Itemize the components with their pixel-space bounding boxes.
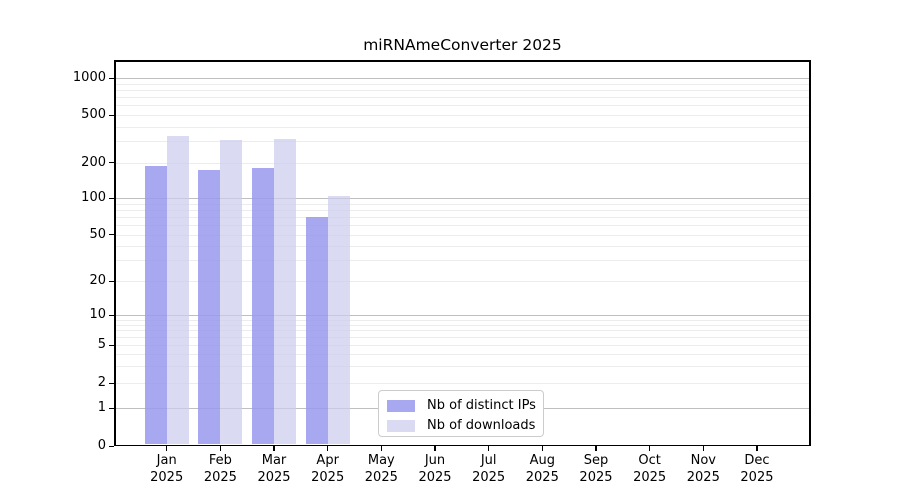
- chart-title: miRNAmeConverter 2025: [363, 36, 562, 54]
- bar-downloads: [274, 138, 297, 445]
- gridline-minor: [114, 330, 811, 332]
- bar-downloads: [220, 139, 243, 445]
- bar-distinct-ips: [144, 165, 167, 445]
- gridline-minor: [114, 83, 811, 85]
- gridline-minor: [114, 224, 811, 226]
- legend-item-distinct-ips: Nb of distinct IPs: [387, 397, 543, 414]
- y-tick-mark: [109, 280, 114, 282]
- x-tick-mark: [219, 446, 222, 451]
- x-axis-tick-label: Dec 2025: [740, 453, 774, 485]
- y-tick-mark: [109, 114, 114, 116]
- x-axis-tick-label: Apr 2025: [311, 453, 345, 485]
- y-axis-tick-label: 500: [81, 107, 106, 122]
- x-tick-mark: [702, 446, 704, 451]
- x-axis-tick-label: Sep 2025: [579, 453, 613, 485]
- x-axis-tick-label: Jan 2025: [150, 453, 184, 485]
- gridline-major: [114, 315, 811, 316]
- y-axis-tick-label: 50: [89, 226, 106, 242]
- x-axis-tick-label: Jul 2025: [472, 453, 506, 485]
- y-tick-mark: [109, 234, 114, 236]
- plot-spine-top: [114, 60, 811, 62]
- gridline-minor: [114, 141, 811, 143]
- legend-label-distinct-ips: Nb of distinct IPs: [427, 398, 536, 413]
- legend-swatch-distinct-ips: [387, 399, 415, 412]
- x-tick-mark: [273, 446, 275, 451]
- gridline-minor: [114, 383, 811, 384]
- gridline-minor: [114, 245, 811, 247]
- y-tick-mark: [109, 314, 114, 316]
- bar-distinct-ips: [198, 170, 221, 445]
- x-tick-mark: [487, 446, 490, 451]
- gridline-minor: [114, 337, 811, 339]
- y-tick-mark: [109, 344, 114, 346]
- y-axis-tick-label: 2: [97, 375, 106, 390]
- x-axis-tick-label: Jun 2025: [418, 453, 452, 485]
- plot-spine-right: [809, 60, 811, 446]
- legend: Nb of distinct IPs Nb of downloads: [378, 390, 544, 437]
- x-tick-mark: [595, 446, 597, 451]
- legend-item-downloads: Nb of downloads: [387, 417, 543, 434]
- plot-spine-bottom: [114, 444, 811, 447]
- x-tick-mark: [380, 446, 383, 451]
- gridline-major: [114, 78, 811, 80]
- x-axis-tick-label: Aug 2025: [525, 453, 559, 485]
- legend-swatch-downloads: [387, 419, 415, 432]
- x-tick-mark: [648, 446, 651, 451]
- x-axis-tick-label: Oct 2025: [633, 453, 667, 485]
- gridline-minor: [114, 366, 811, 368]
- plot-area: Nb of distinct IPs Nb of downloads 0 1 2 5 1…: [73, 60, 811, 485]
- bar-downloads: [166, 135, 189, 445]
- x-tick-mark: [434, 446, 436, 451]
- x-tick-mark: [756, 446, 758, 451]
- gridline-minor: [114, 234, 811, 236]
- y-axis-tick-label: 100: [81, 190, 106, 206]
- y-axis-tick-label: 20: [89, 273, 106, 288]
- y-tick-mark: [109, 382, 114, 384]
- legend-label-downloads: Nb of downloads: [427, 418, 536, 433]
- gridline-minor: [114, 209, 811, 211]
- bar-distinct-ips: [252, 167, 275, 445]
- x-tick-mark: [541, 446, 543, 451]
- y-axis-tick-label: 1: [97, 400, 106, 415]
- x-axis-tick-label: Feb 2025: [203, 453, 237, 485]
- y-tick-mark: [109, 197, 114, 200]
- gridline-minor: [114, 216, 811, 218]
- y-tick-mark: [109, 162, 114, 164]
- x-axis-tick-label: Nov 2025: [686, 453, 720, 485]
- y-axis-tick-label: 200: [81, 154, 106, 170]
- y-axis: [114, 60, 116, 446]
- y-axis-tick-label: 10: [89, 307, 106, 322]
- bar-distinct-ips: [305, 216, 328, 445]
- gridline-minor: [114, 281, 811, 282]
- gridline-minor: [114, 324, 811, 326]
- gridline-minor: [114, 345, 811, 346]
- gridline-minor: [114, 97, 811, 99]
- gridline-minor: [114, 162, 811, 164]
- gridline-minor: [114, 126, 811, 128]
- x-axis-tick-label: Mar 2025: [257, 453, 291, 485]
- y-tick-mark: [109, 445, 114, 447]
- gridline-minor: [114, 319, 811, 321]
- gridline-minor: [114, 203, 811, 205]
- y-axis-tick-label: 1000: [72, 70, 106, 86]
- gridline-minor: [114, 90, 811, 92]
- gridline-minor: [114, 115, 811, 116]
- y-tick-mark: [109, 77, 114, 80]
- x-tick-mark: [166, 446, 168, 451]
- bar-downloads: [327, 195, 350, 445]
- x-axis-tick-label: May 2025: [364, 453, 398, 485]
- gridline-major: [114, 198, 811, 200]
- gridline-minor: [114, 354, 811, 356]
- y-axis-tick-label: 0: [97, 438, 106, 453]
- y-tick-mark: [109, 407, 114, 409]
- y-axis-tick-label: 5: [97, 337, 106, 352]
- gridline-minor: [114, 105, 811, 107]
- gridline-minor: [114, 260, 811, 262]
- x-tick-mark: [326, 446, 329, 451]
